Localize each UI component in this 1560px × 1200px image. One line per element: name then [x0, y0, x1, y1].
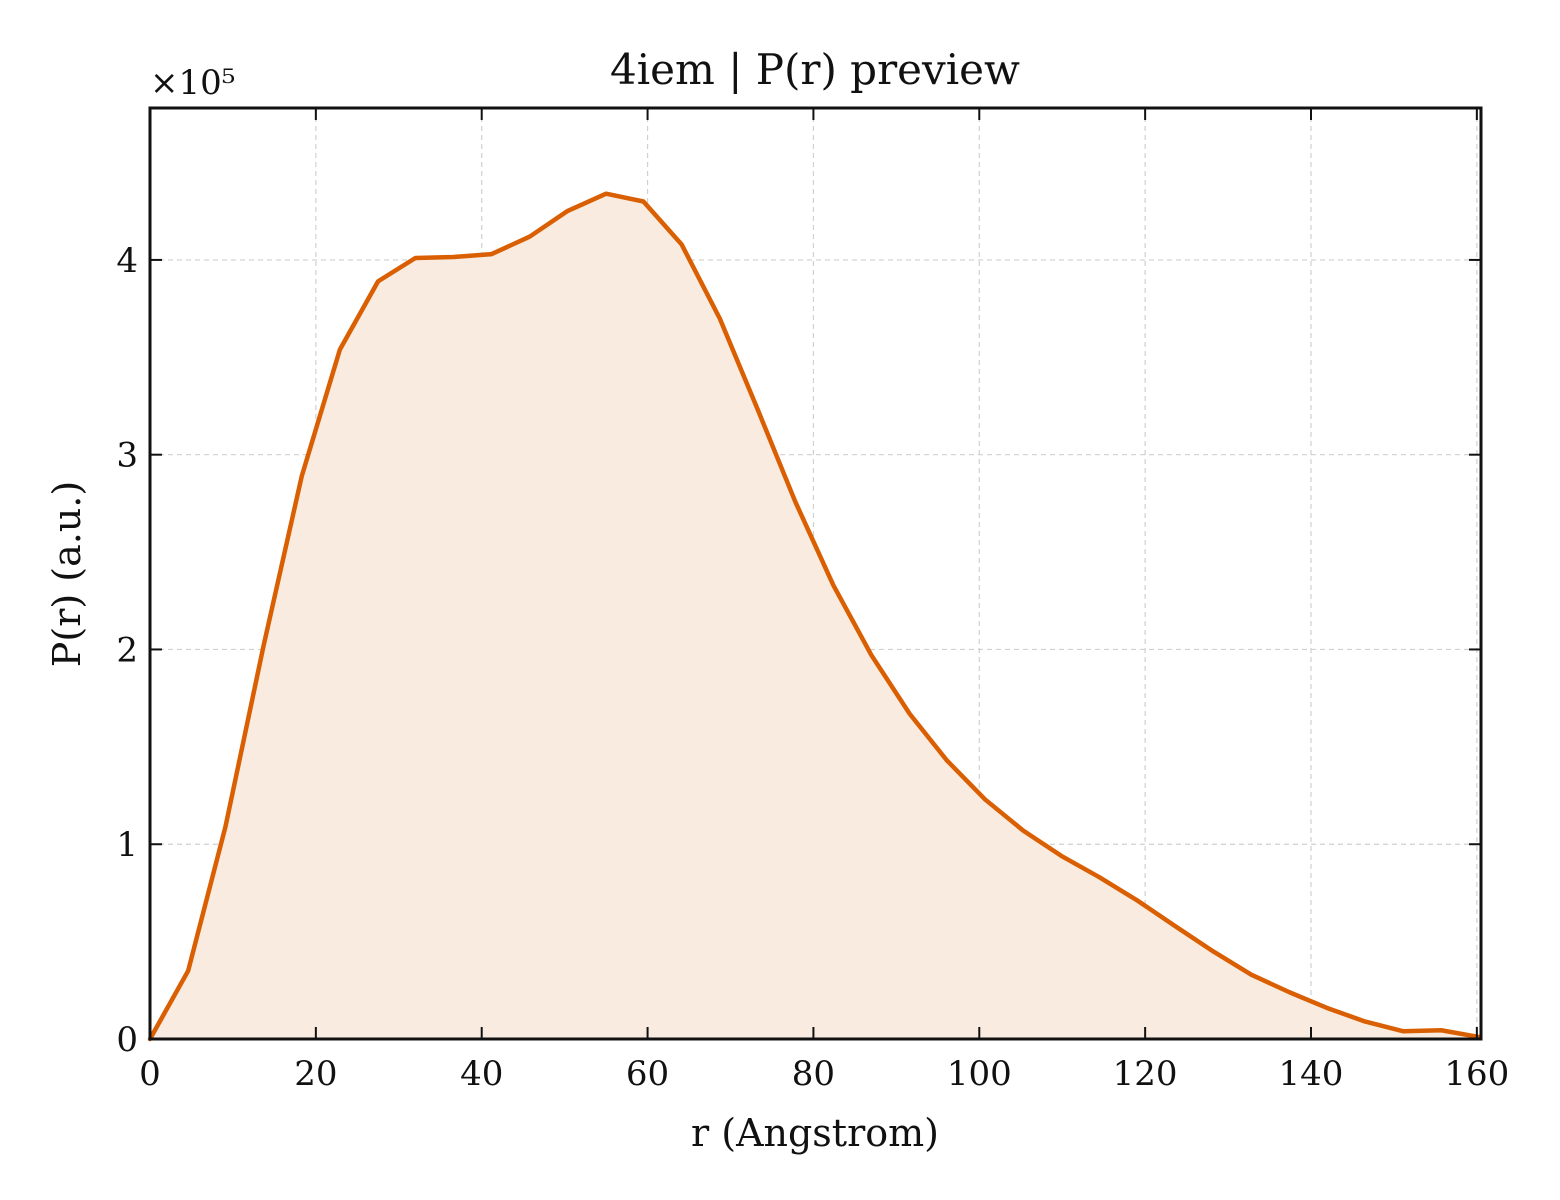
x-tick-label: 140	[1279, 1054, 1344, 1094]
x-tick-label: 60	[626, 1054, 669, 1094]
x-axis-label: r (Angstrom)	[691, 1111, 939, 1155]
y-tick-label: 0	[116, 1020, 138, 1060]
x-tick-label: 40	[460, 1054, 503, 1094]
y-axis-label: P(r) (a.u.)	[45, 481, 89, 667]
ticks	[149, 108, 1481, 1040]
pr-series-line	[147, 191, 1482, 1042]
y-offset-label: ×10⁵	[150, 63, 235, 103]
y-tick-label: 4	[116, 241, 138, 281]
x-tick-label: 100	[947, 1054, 1012, 1094]
tick-labels: 0 20 40 60 80 100 120 140 160 0 1 2 3 4	[116, 241, 1509, 1094]
x-tick-label: 80	[792, 1054, 835, 1094]
x-tick-label: 20	[294, 1054, 337, 1094]
y-tick-label: 2	[116, 630, 138, 670]
y-tick-label: 1	[116, 825, 138, 865]
plot-frame	[148, 106, 1483, 1041]
x-tick-label: 0	[139, 1054, 161, 1094]
x-tick-label: 160	[1444, 1054, 1509, 1094]
x-tick-label: 120	[1113, 1054, 1178, 1094]
pr-area-fill	[150, 193, 1480, 1039]
chart-title: 4iem | P(r) preview	[610, 45, 1020, 94]
y-tick-label: 3	[116, 436, 138, 476]
